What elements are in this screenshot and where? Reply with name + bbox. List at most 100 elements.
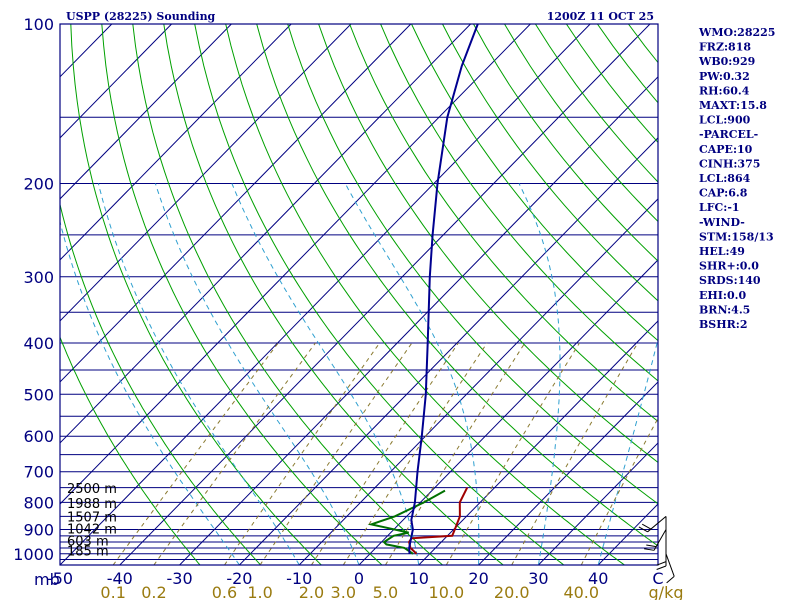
pressure-label-100: 100 xyxy=(23,15,54,34)
wind-feather xyxy=(638,526,648,533)
height-label-5: 185 m xyxy=(67,544,109,559)
isotherm-20 xyxy=(478,381,658,565)
moist-adiabat-20 xyxy=(344,183,480,565)
moist-adiabat-lines xyxy=(60,183,658,565)
mixing-ratio-labels: 0.1 0.2 0.6 1.0 2.0 3.0 5.0 10.0 20.0 40.0 g/kg xyxy=(100,583,683,600)
temperature-label-0: -50 xyxy=(47,569,73,588)
mixing-ratio-label-8: 20.0 xyxy=(494,583,530,600)
isotherm--100 xyxy=(60,24,292,261)
temperature-label-1: -40 xyxy=(107,569,133,588)
wind-barbs xyxy=(638,515,675,584)
isotherm-10 xyxy=(418,320,658,565)
dry-adiabat-50 xyxy=(256,24,658,547)
profile-series xyxy=(367,24,479,555)
temperature-label-10: C xyxy=(652,569,663,588)
pressure-label-900: 900 xyxy=(23,521,54,540)
index-4: RH:60.4 xyxy=(699,84,750,97)
temperature-label-4: -10 xyxy=(286,569,312,588)
dry-adiabat-lines xyxy=(60,24,658,565)
dry-adiabat--10 xyxy=(70,24,322,565)
mixing-ratio-label-10: g/kg xyxy=(649,583,684,600)
dry-adiabat-60 xyxy=(287,24,658,505)
index-7: -PARCEL- xyxy=(699,128,758,141)
mixing-ratio-lines xyxy=(112,342,658,565)
dry-adiabat--20 xyxy=(60,202,261,565)
index-8: CAPE:10 xyxy=(699,143,753,156)
isotherm--20 xyxy=(239,137,658,565)
temperature-label-7: 20 xyxy=(468,569,488,588)
series-parcel xyxy=(408,24,479,554)
moist-adiabat-30 xyxy=(518,183,561,565)
moist-adiabat--10 xyxy=(97,183,300,565)
mixing-ratio-label-7: 10.0 xyxy=(429,583,465,600)
index-14: STM:158/13 xyxy=(699,230,774,243)
mixing-ratio-line-20 xyxy=(511,342,639,565)
isotherm-0 xyxy=(358,259,658,565)
mixing-ratio-line-0.1 xyxy=(112,342,279,565)
isotherm--90 xyxy=(60,24,352,322)
isotherm--120 xyxy=(60,24,172,139)
temperature-label-5: 0 xyxy=(354,569,364,588)
temperature-label-3: -20 xyxy=(226,569,252,588)
isotherm--110 xyxy=(60,24,232,200)
index-17: SRDS:140 xyxy=(699,274,761,287)
isotherm--40 xyxy=(119,24,651,565)
pressure-label-500: 500 xyxy=(23,385,54,404)
dry-adiabat--30 xyxy=(60,335,201,565)
dry-adiabat-100 xyxy=(411,24,658,342)
temperature-label-6: 10 xyxy=(409,569,429,588)
index-5: MAXT:15.8 xyxy=(699,99,767,112)
mixing-ratio-label-6: 5.0 xyxy=(373,583,398,600)
series-dewpoint xyxy=(367,489,446,555)
temperature-tick-labels: -50 -40 -30 -20 -10 0 10 20 30 40 C xyxy=(47,569,664,588)
moist-adiabat-0 xyxy=(154,183,360,565)
dry-adiabat-0 xyxy=(101,24,383,565)
height-label-3: 1042 m xyxy=(67,523,117,538)
temperature-label-9: 40 xyxy=(588,569,608,588)
dry-adiabat-80 xyxy=(349,24,658,423)
wind-feather xyxy=(656,561,667,566)
wind-barb-1000 xyxy=(665,553,675,577)
mixing-ratio-label-9: 40.0 xyxy=(563,583,599,600)
pressure-label-300: 300 xyxy=(23,268,54,287)
index-2: WB0:929 xyxy=(698,55,755,68)
index-20: BSHR:2 xyxy=(699,318,748,331)
moist-adiabat-10 xyxy=(231,183,420,565)
index-9: CINH:375 xyxy=(699,157,760,170)
mixing-ratio-label-0: 0.1 xyxy=(100,583,125,600)
index-3: PW:0.32 xyxy=(699,70,750,83)
mixing-ratio-line-0.2 xyxy=(153,342,316,565)
dry-adiabat-10 xyxy=(132,24,443,565)
moist-adiabat--20 xyxy=(60,219,240,565)
pressure-label-400: 400 xyxy=(23,334,54,353)
isotherm--50 xyxy=(60,24,591,565)
isotherm--30 xyxy=(179,76,658,565)
isotherm--70 xyxy=(60,24,471,444)
height-label-4: 603 m xyxy=(67,534,109,549)
mixing-ratio-label-2: 0.6 xyxy=(212,583,237,600)
mixing-ratio-line-10 xyxy=(445,342,580,565)
pressure-label-600: 600 xyxy=(23,427,54,446)
index-19: BRN:4.5 xyxy=(699,303,750,316)
temperature-label-8: 30 xyxy=(528,569,548,588)
wind-feather xyxy=(644,548,655,551)
height-label-2: 1507 m xyxy=(67,511,117,526)
index-1: FRZ:818 xyxy=(699,41,751,54)
dry-adiabat-40 xyxy=(225,24,625,565)
mixing-ratio-label-5: 3.0 xyxy=(331,583,356,600)
isotherm-30 xyxy=(538,442,658,565)
mixing-ratio-line-1 xyxy=(259,342,413,565)
height-label-0: 2500 m xyxy=(67,482,117,497)
index-18: EHI:0.0 xyxy=(699,289,746,302)
isotherm-lines xyxy=(60,24,658,565)
chart-datetime: 1200Z 11 OCT 25 xyxy=(547,10,654,23)
wind-feather xyxy=(666,575,675,584)
dry-adiabat-90 xyxy=(380,24,658,382)
chart-title: USPP (28225) Sounding xyxy=(66,10,216,23)
pressure-label-800: 800 xyxy=(23,493,54,512)
pressure-label-200: 200 xyxy=(23,174,54,193)
